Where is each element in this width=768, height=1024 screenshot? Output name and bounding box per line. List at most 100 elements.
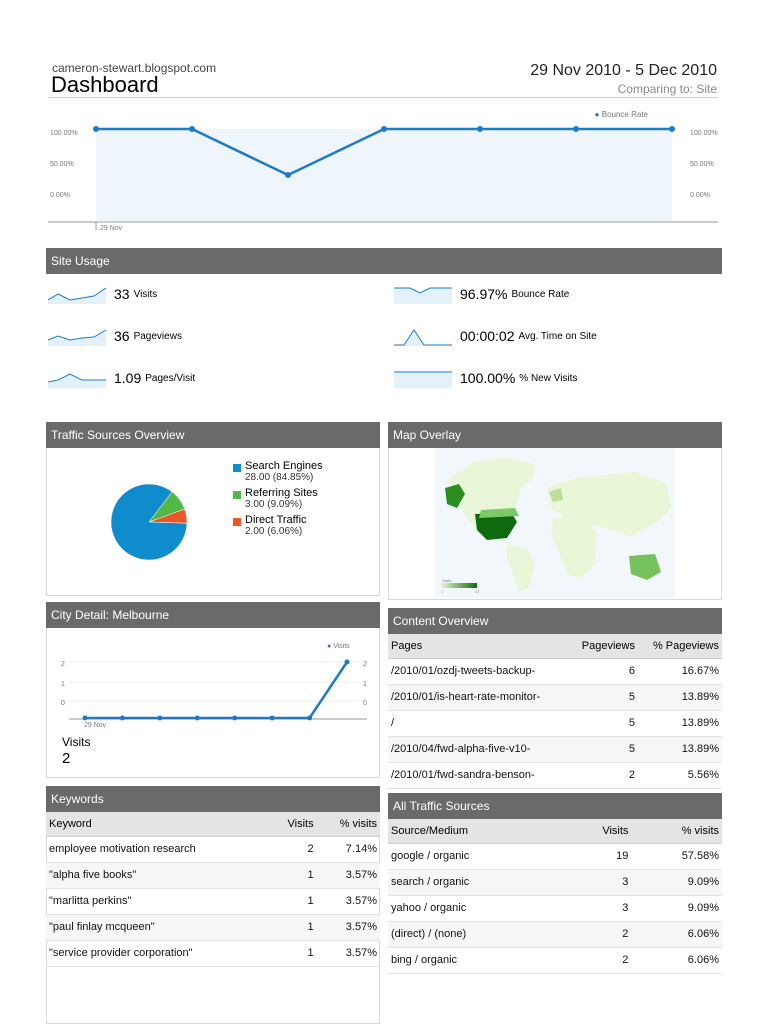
bounce-rate-label: Bounce Rate (511, 288, 570, 300)
city-visits-line (85, 661, 349, 720)
keywords-header: Keywords (46, 786, 380, 812)
table-row[interactable]: employee motivation research 2 7.14% (46, 836, 380, 863)
data-point-4 (477, 126, 483, 132)
keyword-cell: 1 (269, 940, 317, 967)
col-pages[interactable]: Pages (388, 634, 569, 659)
usage-new-visits[interactable]: 100.00% % New Visits (394, 368, 577, 388)
keyword-cell[interactable]: "alpha five books" (46, 862, 270, 889)
city-metric-label: Visits (62, 735, 91, 749)
table-row[interactable]: "marlitta perkins" 1 3.57% (46, 888, 380, 915)
content-cell[interactable]: /2010/01/is-heart-rate-monitor- (388, 684, 569, 711)
site-usage-header: Site Usage (46, 248, 722, 274)
data-point-1 (189, 126, 195, 132)
legend-referring-sites[interactable]: Referring Sites 3.00 (9.09%) (245, 487, 318, 510)
map-overlay-header: Map Overlay (388, 422, 722, 448)
city-x-tick: 29 Nov (84, 722, 107, 729)
table-row[interactable]: search / organic 3 9.09% (388, 869, 722, 896)
all-traffic-title: All Traffic Sources (393, 799, 490, 813)
traffic-cell[interactable]: (direct) / (none) (388, 921, 565, 948)
city-y-tick-right-0: 0 (363, 700, 367, 707)
site-url: cameron-stewart.blogspot.com (52, 61, 217, 75)
legend-direct-traffic[interactable]: Direct Traffic 2.00 (6.06%) (245, 514, 307, 537)
data-point-2 (285, 172, 291, 178)
traffic-cell[interactable]: search / organic (388, 869, 565, 896)
content-cell: 13.89% (637, 684, 722, 711)
content-cell[interactable]: / (388, 710, 569, 737)
table-row[interactable]: bing / organic 2 6.06% (388, 947, 722, 974)
legend-swatch-referring (233, 491, 241, 499)
keyword-cell[interactable]: "service provider corporation" (46, 940, 270, 967)
content-overview-table: Pages Pageviews % Pageviews /2010/01/ozd… (388, 634, 722, 789)
col-pct-pageviews[interactable]: % Pageviews (637, 634, 722, 659)
usage-pageviews[interactable]: 36 Pageviews (48, 326, 182, 346)
table-row[interactable]: "alpha five books" 1 3.57% (46, 862, 380, 889)
content-overview-title: Content Overview (393, 614, 489, 628)
traffic-cell: 6.06% (631, 921, 722, 948)
keyword-cell: 3.57% (316, 914, 380, 941)
usage-avg-time[interactable]: 00:00:02 Avg. Time on Site (394, 326, 597, 346)
keyword-cell[interactable]: "paul finlay mcqueen" (46, 914, 270, 941)
table-row[interactable]: /2010/01/fwd-sandra-benson- 2 5.56% (388, 762, 722, 789)
traffic-cell: 2 (564, 921, 632, 948)
table-row[interactable]: (direct) / (none) 2 6.06% (388, 921, 722, 948)
legend-swatch-direct (233, 518, 241, 526)
usage-pages-visit[interactable]: 1.09 Pages/Visit (48, 368, 195, 388)
traffic-sources-title: Traffic Sources Overview (51, 428, 185, 442)
date-range[interactable]: 29 Nov 2010 - 5 Dec 2010 (530, 62, 717, 79)
city-y-tick-2: 2 (61, 661, 65, 668)
pages-visit-value: 1.09 (114, 370, 142, 386)
main-chart: ● Bounce Rate 100.00% 50.00% 0.00% 100.0… (48, 104, 718, 234)
content-cell[interactable]: /2010/01/fwd-sandra-benson- (388, 762, 569, 789)
content-cell[interactable]: /2010/04/fwd-alpha-five-v10- (388, 736, 569, 763)
pageviews-label: Pageviews (133, 330, 182, 342)
pages-visit-label: Pages/Visit (145, 372, 196, 384)
keyword-cell: 3.57% (316, 940, 380, 967)
city-data-point-2 (157, 715, 163, 721)
city-data-point-4 (232, 715, 238, 721)
col-pageviews[interactable]: Pageviews (568, 634, 638, 659)
table-row[interactable]: yahoo / organic 3 9.09% (388, 895, 722, 922)
keyword-cell[interactable]: employee motivation research (46, 836, 270, 863)
keywords-title: Keywords (51, 792, 104, 806)
avg-time-value: 00:00:02 (460, 328, 515, 344)
usage-bounce-rate[interactable]: 96.97% Bounce Rate (394, 284, 569, 304)
table-row[interactable]: /2010/04/fwd-alpha-five-v10- 5 13.89% (388, 736, 722, 763)
y-tick-right-50: 50.00% (690, 161, 714, 168)
pageviews-sparkline (48, 329, 107, 346)
table-row[interactable]: /2010/01/is-heart-rate-monitor- 5 13.89% (388, 684, 722, 711)
table-row[interactable]: "service provider corporation" 1 3.57% (46, 940, 380, 967)
keyword-cell[interactable]: "marlitta perkins" (46, 888, 270, 915)
new-visits-value: 100.00% (460, 370, 516, 386)
world-map[interactable] (435, 448, 675, 598)
traffic-cell[interactable]: bing / organic (388, 947, 565, 974)
col-visits[interactable]: Visits (269, 812, 317, 837)
usage-visits[interactable]: 33 Visits (48, 284, 157, 304)
y-tick-right-100: 100.00% (690, 130, 718, 137)
col-visits[interactable]: Visits (564, 819, 632, 844)
content-cell[interactable]: /2010/01/ozdj-tweets-backup- (388, 658, 569, 685)
city-y-tick-right-1: 1 (363, 681, 367, 688)
visits-label: Visits (133, 288, 158, 300)
traffic-cell[interactable]: google / organic (388, 843, 565, 870)
col-keyword[interactable]: Keyword (46, 812, 270, 837)
city-data-point-0 (82, 715, 88, 721)
col-pct-visits[interactable]: % visits (631, 819, 722, 844)
y-tick-left-100: 100.00% (50, 130, 78, 137)
table-row[interactable]: "paul finlay mcqueen" 1 3.57% (46, 914, 380, 941)
table-row[interactable]: /2010/01/ozdj-tweets-backup- 6 16.67% (388, 658, 722, 685)
map-scale-label: Visits (442, 578, 452, 583)
visits-value: 33 (114, 286, 130, 302)
pie-slice-search-engines (110, 483, 188, 561)
bounce-rate-sparkline (394, 287, 452, 304)
table-row[interactable]: /5 13.89% (388, 710, 722, 737)
comparing-label: Comparing to: Site (617, 82, 717, 96)
traffic-pie-chart (110, 483, 188, 561)
legend-search-engines[interactable]: Search Engines 28.00 (84.85%) (245, 460, 323, 483)
table-row[interactable]: google / organic 19 57.58% (388, 843, 722, 870)
content-cell: 5.56% (637, 762, 722, 789)
traffic-cell[interactable]: yahoo / organic (388, 895, 565, 922)
col-pct-visits[interactable]: % visits (316, 812, 380, 837)
traffic-sources-panel: Search Engines 28.00 (84.85%) Referring … (46, 448, 380, 596)
city-visits-chart (69, 659, 367, 721)
col-source-medium[interactable]: Source/Medium (388, 819, 565, 844)
